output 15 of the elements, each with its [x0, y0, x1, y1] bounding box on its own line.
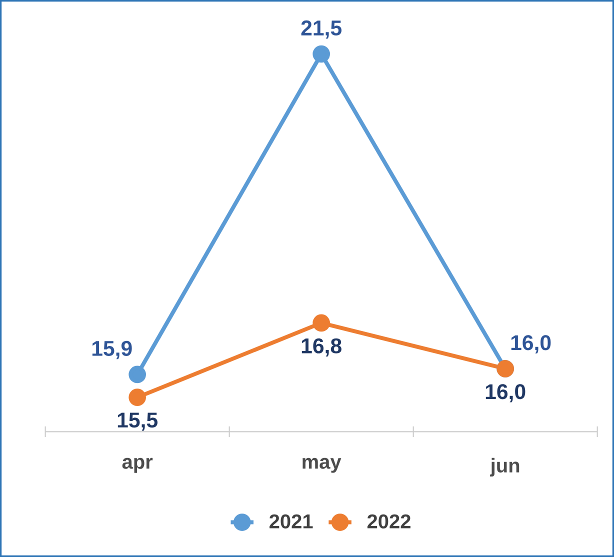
point [128, 388, 146, 406]
point [312, 45, 330, 63]
data-label: 16,8 [302, 338, 342, 357]
point [128, 366, 146, 384]
data-label: 15,5 [118, 412, 158, 431]
data-label: 16,0 [511, 335, 551, 354]
data-label: 21,5 [301, 20, 342, 39]
point [312, 314, 330, 332]
data-label: 15,9 [92, 340, 132, 360]
x-tick-label: may [302, 458, 342, 473]
legend-label: 2021 [270, 514, 313, 528]
legend-label: 2022 [367, 514, 410, 528]
x-tick-label: jun [490, 458, 520, 477]
x-tick-label: apr [122, 458, 153, 473]
data-label: 16,0 [486, 384, 526, 402]
